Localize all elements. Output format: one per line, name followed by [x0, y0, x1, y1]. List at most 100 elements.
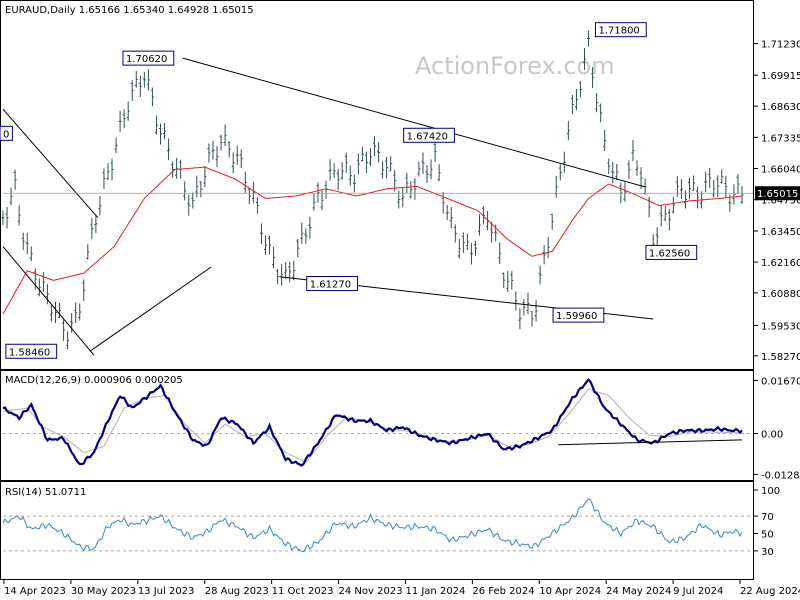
price-bar	[215, 146, 219, 168]
trendline	[89, 266, 212, 352]
price-bar	[445, 204, 449, 220]
price-bar	[45, 283, 49, 305]
rsi-y-tick-label: 30	[761, 547, 774, 558]
macd-header: MACD(12,26,9) 0.000906 0.000205	[5, 375, 183, 386]
price-bar	[429, 159, 433, 180]
price-bar	[167, 138, 171, 161]
price-bar	[126, 101, 130, 121]
price-bar	[526, 292, 530, 315]
price-bar	[106, 163, 110, 181]
price-bar	[587, 30, 591, 47]
price-bar	[381, 161, 385, 179]
price-layer: 1.71800 1.70620 1.67420 1.62560 1.61270 1.599…	[0, 22, 753, 359]
price-y-tick-label: 1.64750	[761, 196, 800, 207]
x-tick-label: 28 Aug 2023	[205, 586, 269, 597]
price-bar	[671, 196, 675, 214]
price-bar	[276, 268, 280, 285]
price-bar	[360, 146, 364, 162]
price-bar	[538, 265, 542, 285]
rsi-y-tick-label: 50	[761, 530, 774, 541]
price-bar	[720, 169, 724, 184]
price-bar	[223, 124, 227, 147]
price-bar	[272, 246, 276, 269]
price-annotation: 1.59960	[552, 307, 605, 323]
macd-y-tick-label: 0.016704	[761, 377, 800, 388]
price-bar	[324, 180, 328, 199]
price-bar	[82, 279, 86, 302]
price-bar	[110, 158, 114, 181]
price-bar	[417, 161, 421, 177]
rsi-panel-frame	[0, 481, 754, 580]
price-bar	[469, 242, 473, 265]
price-bar	[37, 278, 41, 297]
macd-y-tick-label: 0.00	[761, 430, 783, 441]
price-bar	[247, 188, 251, 205]
price-bar	[340, 162, 344, 180]
rsi-layer	[2, 498, 753, 553]
price-bar	[566, 121, 570, 141]
price-annotation-label: 1.67420	[407, 131, 448, 142]
price-bar	[316, 182, 320, 203]
rsi-header: RSI(14) 51.0711	[5, 487, 86, 498]
price-bar	[663, 206, 667, 222]
price-bar	[578, 81, 582, 98]
price-bar	[98, 196, 102, 216]
x-tick-label: 26 Feb 2024	[472, 586, 534, 597]
price-annotation-label: 0	[3, 129, 9, 140]
price-annotation-label: 1.58460	[9, 347, 50, 358]
macd-trendline	[558, 439, 743, 446]
price-bar	[348, 165, 352, 186]
trendline	[2, 246, 95, 356]
price-bar	[562, 151, 566, 173]
price-bar	[243, 171, 247, 193]
price-y-tick-label: 1.67335	[761, 133, 800, 144]
price-bar	[332, 163, 336, 179]
price-bar	[461, 232, 465, 253]
price-bar	[397, 190, 401, 209]
price-y-tick-label: 1.59530	[761, 321, 800, 332]
price-bar	[611, 161, 615, 184]
price-bar	[490, 221, 494, 243]
price-bar	[659, 205, 663, 227]
price-annotation: 1.67420	[403, 127, 455, 143]
price-bar	[627, 160, 631, 180]
price-bar	[373, 136, 377, 157]
price-bar	[425, 165, 429, 184]
price-bar	[667, 208, 671, 231]
price-bar	[175, 157, 179, 179]
price-bar	[619, 182, 623, 204]
x-tick-label: 22 Aug 2024	[740, 586, 800, 597]
price-bar	[595, 93, 599, 113]
price-bar	[478, 214, 482, 236]
price-y-tick-label: 1.60880	[761, 289, 800, 300]
price-y-tick-label: 1.66040	[761, 165, 800, 176]
price-bar	[449, 207, 453, 229]
price-bar	[522, 299, 526, 316]
price-annotation-box	[645, 244, 698, 260]
price-bar	[704, 171, 708, 193]
price-annotation: 1.62560	[645, 244, 698, 260]
price-bar	[692, 175, 696, 191]
price-bar	[17, 205, 21, 226]
price-bar	[570, 95, 574, 114]
price-bar	[122, 109, 126, 128]
price-annotation: 1.71800	[594, 22, 647, 38]
price-annotation-box	[552, 307, 605, 323]
price-bar	[615, 163, 619, 181]
price-bar	[473, 240, 477, 256]
x-tick-label: 24 Nov 2023	[339, 586, 403, 597]
price-annotation: 1.70620	[122, 50, 175, 66]
price-bar	[191, 192, 195, 209]
price-annotation-label: 1.62560	[649, 248, 690, 259]
price-bar	[708, 168, 712, 188]
rsi-line	[2, 498, 743, 553]
price-bar	[724, 175, 728, 198]
price-annotation-label: 1.59960	[556, 311, 597, 322]
price-bar	[542, 245, 546, 265]
price-bar	[623, 182, 627, 202]
price-bar	[187, 194, 191, 216]
price-bar	[607, 158, 611, 175]
price-bar	[377, 142, 381, 163]
price-bar	[465, 233, 469, 251]
price-bar	[118, 110, 122, 132]
